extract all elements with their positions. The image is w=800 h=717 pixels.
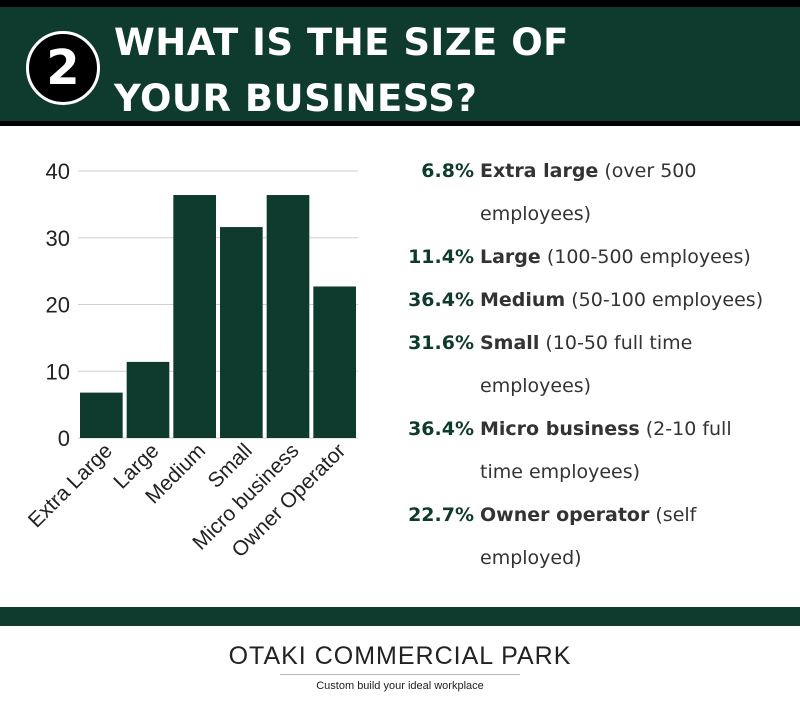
legend-item: 11.4% Large (100-500 employees)	[390, 236, 800, 279]
legend-category-name: Owner operator	[480, 504, 650, 526]
y-tick-label: 40	[46, 159, 70, 184]
legend-description: (100-500 employees)	[540, 246, 751, 268]
bar	[266, 195, 310, 438]
legend-category-name: Micro business	[480, 418, 640, 440]
brand-tagline: Custom build your ideal workplace	[316, 680, 484, 692]
footer-band	[0, 607, 800, 626]
legend-category-name: Medium	[480, 289, 566, 311]
legend-percentage: 22.7%	[408, 504, 474, 526]
legend-percentage: 31.6%	[408, 332, 474, 354]
step-number-badge: 2	[26, 31, 100, 105]
legend-item: 36.4% Medium (50-100 employees)	[390, 279, 800, 322]
title-line-2: YOUR BUSINESS?	[114, 77, 478, 120]
legend-category-name: Large	[480, 246, 541, 268]
y-tick-label: 30	[46, 226, 70, 251]
bar	[220, 227, 263, 438]
y-tick-label: 10	[46, 359, 70, 384]
page-title: WHAT IS THE SIZE OF YOUR BUSINESS?	[114, 15, 774, 127]
legend-category-name: Small	[480, 332, 540, 354]
bar	[80, 392, 123, 438]
legend-description: (2-10 full	[639, 418, 732, 440]
legend-category-name: Extra large	[480, 160, 599, 182]
legend-description-continued: employed)	[480, 547, 582, 569]
bar	[173, 195, 216, 438]
legend-description: (50-100 employees)	[565, 289, 764, 311]
title-line-1: WHAT IS THE SIZE OF	[114, 21, 569, 64]
legend-item: 6.8% Extra large (over 500 employees)	[390, 150, 800, 236]
legend-percentage: 6.8%	[421, 160, 474, 182]
legend-description: (10-50 full time	[539, 332, 693, 354]
percentage-legend-list: 6.8% Extra large (over 500 employees) 11.…	[390, 150, 800, 580]
legend-description: (over 500	[598, 160, 697, 182]
x-tick-label: Extra Large	[24, 439, 117, 532]
legend-description: (self	[649, 504, 697, 526]
legend-item: 22.7% Owner operator (self employed)	[390, 494, 800, 580]
legend-description-continued: time employees)	[480, 461, 641, 483]
y-tick-label: 0	[58, 426, 70, 451]
y-tick-label: 20	[46, 293, 70, 318]
legend-item: 31.6% Small (10-50 full time employees)	[390, 322, 800, 408]
brand-divider	[280, 674, 520, 675]
legend-description-continued: employees)	[480, 203, 592, 225]
legend-percentage: 36.4%	[408, 418, 474, 440]
header-banner: 2 WHAT IS THE SIZE OF YOUR BUSINESS?	[0, 0, 800, 126]
bar	[313, 286, 356, 438]
brand-name: OTAKI COMMERCIAL PARK	[228, 642, 572, 670]
bar	[126, 361, 170, 438]
legend-percentage: 11.4%	[408, 246, 474, 268]
legend-percentage: 36.4%	[408, 289, 474, 311]
legend-item: 36.4% Micro business (2-10 full time empl…	[390, 408, 800, 494]
legend-description-continued: employees)	[480, 375, 592, 397]
